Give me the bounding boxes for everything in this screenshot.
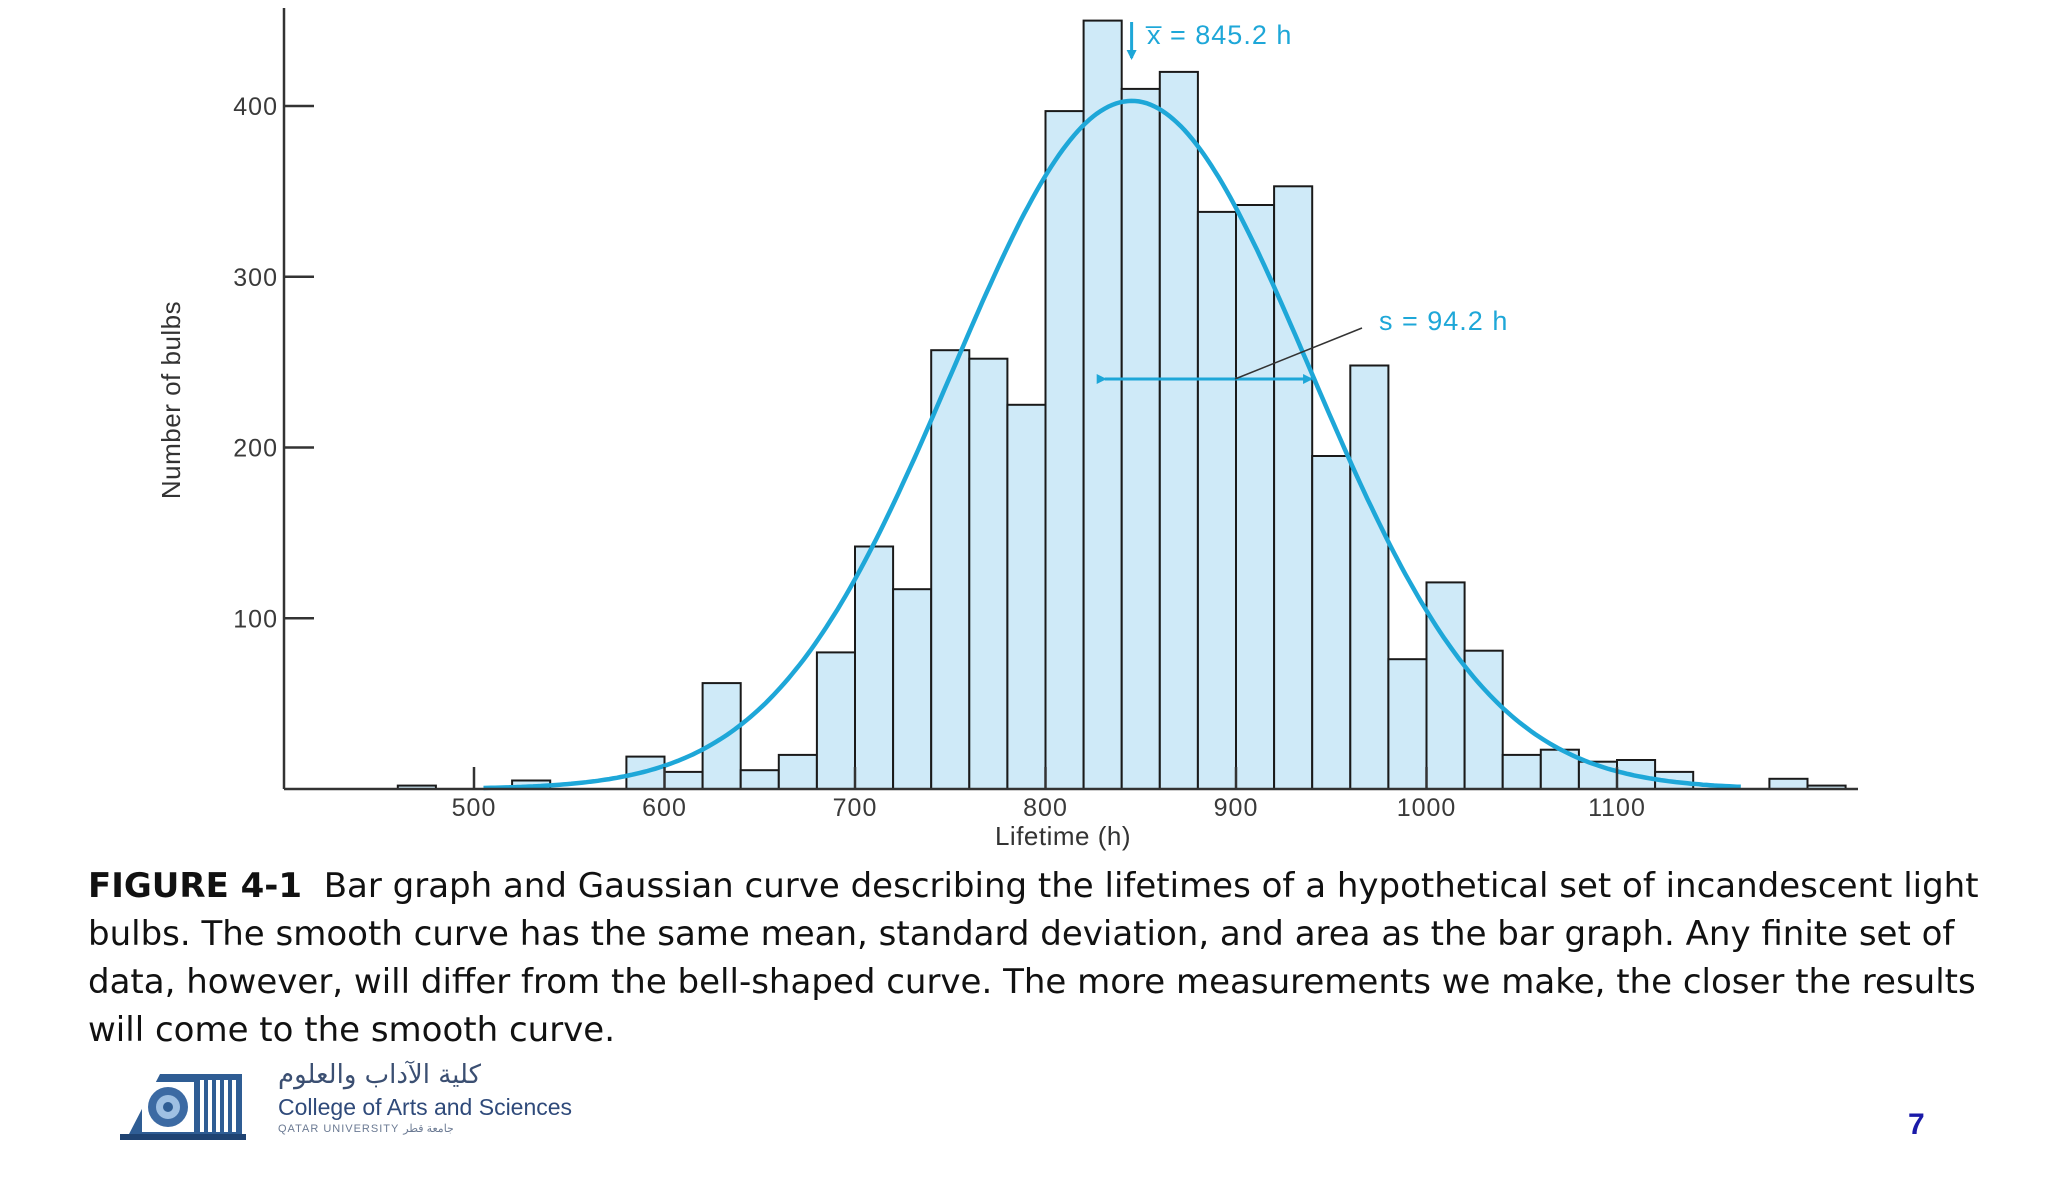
histogram-bar xyxy=(1273,185,1314,791)
y-tick-label: 100 xyxy=(233,605,278,633)
x-tick-label: 500 xyxy=(452,794,497,822)
y-tick-label: 400 xyxy=(233,93,278,121)
caption-text: Bar graph and Gaussian curve describing … xyxy=(88,866,1979,1050)
histogram-bar xyxy=(1006,403,1047,790)
mean-label: x̅ = 845.2 h xyxy=(1146,20,1293,50)
histogram-bar xyxy=(930,349,971,790)
histogram-bar xyxy=(892,588,933,791)
x-tick-label: 800 xyxy=(1023,794,1068,822)
x-tick-label: 1000 xyxy=(1397,794,1457,822)
histogram-bar xyxy=(1235,204,1276,790)
gaussian-curve-layer xyxy=(483,98,1741,791)
x-tick-label: 700 xyxy=(833,794,878,822)
histogram-bar xyxy=(1044,110,1085,791)
histogram-bar xyxy=(739,769,780,791)
x-tick-label: 900 xyxy=(1214,794,1259,822)
std-label: s = 94.2 h xyxy=(1379,306,1508,336)
logo-arabic-text: كلية الآداب والعلوم xyxy=(278,1060,482,1090)
y-axis-title: Number of bulbs xyxy=(156,301,186,499)
figure-caption: FIGURE 4-1 Bar graph and Gaussian curve … xyxy=(88,862,2018,1054)
histogram-bar xyxy=(1082,19,1123,791)
histogram-bar xyxy=(1311,455,1352,790)
histogram-chart: 100 200 300 400 500 600 700 800 900 1000 1100 Lifet… xyxy=(156,8,1858,851)
logo-english-text: College of Arts and Sciences xyxy=(278,1094,573,1120)
histogram-bar xyxy=(1349,364,1390,790)
histogram-bar xyxy=(663,770,704,791)
page-number: 7 xyxy=(1908,1108,1925,1141)
x-axis-title: Lifetime (h) xyxy=(995,821,1131,851)
axes-layer: 100 200 300 400 500 600 700 800 900 1000 1100 Lifet… xyxy=(156,8,1858,851)
histogram-bar xyxy=(968,357,1009,790)
histogram-bar xyxy=(1501,753,1542,791)
histogram-bar xyxy=(854,545,895,790)
college-emblem-icon xyxy=(120,1074,246,1140)
bars-layer xyxy=(396,19,1847,791)
histogram-bar xyxy=(1196,210,1238,790)
gaussian-curve xyxy=(483,98,1741,791)
y-tick-label: 200 xyxy=(233,435,278,463)
logo-university-text: QATAR UNIVERSITY جامعة قطر xyxy=(278,1123,454,1135)
histogram-bar xyxy=(1158,70,1199,790)
histogram-bar xyxy=(1120,87,1161,790)
x-tick-label: 1100 xyxy=(1588,794,1646,822)
histogram-bar xyxy=(815,651,857,791)
histogram-bar xyxy=(1387,658,1428,791)
histogram-bar xyxy=(777,753,818,791)
college-logo: كلية الآداب والعلوم College of Arts and … xyxy=(120,1060,600,1150)
x-tick-label: 600 xyxy=(642,794,687,822)
histogram-bar xyxy=(1768,777,1809,790)
y-tick-label: 300 xyxy=(233,264,278,292)
histogram-bar xyxy=(1425,581,1466,791)
annotations-layer: x̅ = 845.2 h s = 94.2 h xyxy=(1096,20,1508,384)
caption-label: FIGURE 4-1 xyxy=(88,866,303,906)
std-leader-line xyxy=(1234,327,1363,380)
